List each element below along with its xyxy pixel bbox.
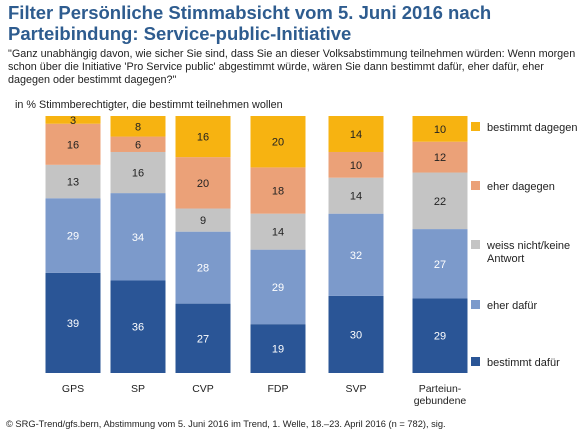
data-label-eher-dafuer: 27 <box>434 259 446 271</box>
bar-segment-bestimmt-dagegen <box>175 116 231 158</box>
stacked-bar-chart: 39 29 13 16 3 GPS 36 34 16 6 8 SP 27 28 9 20 16 CVP 19 29 14… <box>45 115 578 407</box>
bar-segment-weiss-nicht <box>175 208 231 232</box>
data-label-bestimmt-dafuer: 36 <box>132 322 144 334</box>
bar-segment-eher-dagegen <box>328 151 384 178</box>
legend-swatch-eher-dagegen <box>471 181 480 190</box>
legend-label-bestimmt-dafuer: bestimmt dafür <box>487 357 560 369</box>
category-label: Parteiun- <box>419 383 462 395</box>
legend-swatch-bestimmt-dagegen <box>471 122 480 131</box>
legend-swatch-bestimmt-dafuer <box>471 357 480 366</box>
data-label-eher-dagegen: 20 <box>197 178 209 190</box>
data-label-eher-dafuer: 28 <box>197 263 209 275</box>
bar-segment-weiss-nicht <box>250 213 306 250</box>
bar-segment-eher-dagegen <box>175 157 231 209</box>
legend-label-eher-dafuer: eher dafür <box>487 300 537 312</box>
data-label-bestimmt-dagegen: 14 <box>350 129 362 141</box>
data-label-eher-dafuer: 29 <box>67 231 79 243</box>
data-label-weiss-nicht: 14 <box>272 227 284 239</box>
chart-title: Filter Persönliche Stimmabsicht vom 5. J… <box>8 2 492 44</box>
bar-segment-bestimmt-dafuer <box>250 324 306 373</box>
legend-label-weiss-nicht: weiss nicht/keine <box>486 240 570 252</box>
data-label-bestimmt-dafuer: 19 <box>272 344 284 356</box>
legend-label-weiss-nicht: Antwort <box>487 253 524 265</box>
bar-segment-bestimmt-dagegen <box>412 116 468 142</box>
data-label-weiss-nicht: 13 <box>67 177 79 189</box>
data-label-bestimmt-dagegen: 8 <box>135 121 141 133</box>
data-label-eher-dagegen: 10 <box>350 160 362 172</box>
data-label-bestimmt-dafuer: 29 <box>434 331 446 343</box>
bar-segment-weiss-nicht <box>110 151 166 194</box>
bar-segment-eher-dagegen <box>412 141 468 173</box>
bar-segment-eher-dafuer <box>110 193 166 281</box>
bar-segment-eher-dagegen <box>110 136 166 152</box>
bar-segment-bestimmt-dafuer <box>175 303 231 373</box>
data-label-weiss-nicht: 14 <box>350 191 362 203</box>
data-label-bestimmt-dagegen: 10 <box>434 124 446 136</box>
data-label-bestimmt-dafuer: 39 <box>67 318 79 330</box>
data-label-eher-dagegen: 16 <box>67 139 79 151</box>
legend-swatch-weiss-nicht <box>471 240 480 249</box>
category-label: SVP <box>345 383 366 395</box>
category-label: GPS <box>62 383 84 395</box>
data-label-eher-dafuer: 34 <box>132 232 144 244</box>
bar-segment-bestimmt-dagegen <box>328 116 384 152</box>
category-label: SP <box>131 383 145 395</box>
bar-segment-weiss-nicht <box>45 164 101 199</box>
data-label-bestimmt-dagegen: 3 <box>70 115 76 127</box>
category-label: CVP <box>192 383 214 395</box>
bar-segment-bestimmt-dagegen <box>45 116 101 124</box>
bar-segment-eher-dafuer <box>175 231 231 304</box>
data-label-eher-dagegen: 6 <box>135 139 141 151</box>
legend-label-bestimmt-dagegen: bestimmt dagegen <box>487 122 578 134</box>
bar-segment-eher-dagegen <box>45 123 101 165</box>
data-label-eher-dagegen: 12 <box>434 152 446 164</box>
data-label-bestimmt-dafuer: 30 <box>350 329 362 341</box>
bar-segment-weiss-nicht <box>328 177 384 214</box>
data-label-weiss-nicht: 16 <box>132 168 144 180</box>
bar-segment-bestimmt-dagegen <box>250 116 306 168</box>
data-label-eher-dagegen: 18 <box>272 186 284 198</box>
data-label-eher-dafuer: 29 <box>272 282 284 294</box>
data-label-bestimmt-dagegen: 20 <box>272 137 284 149</box>
bar-segment-bestimmt-dafuer <box>328 295 384 373</box>
data-label-eher-dafuer: 32 <box>350 250 362 262</box>
data-label-bestimmt-dagegen: 16 <box>197 132 209 144</box>
data-label-weiss-nicht: 9 <box>200 215 206 227</box>
category-label: FDP <box>268 383 289 395</box>
data-label-bestimmt-dafuer: 27 <box>197 333 209 345</box>
bar-segment-weiss-nicht <box>412 172 468 230</box>
legend-swatch-eher-dafuer <box>471 300 480 309</box>
bar-segment-bestimmt-dafuer <box>110 280 166 373</box>
bar-segment-bestimmt-dafuer <box>45 272 101 373</box>
legend-label-eher-dagegen: eher dagegen <box>487 181 555 193</box>
source-footer: © SRG-Trend/gfs.bern, Abstimmung vom 5. … <box>6 419 446 429</box>
bar-segment-eher-dafuer <box>45 198 101 273</box>
survey-question: "Ganz unabhängig davon, wie sicher Sie s… <box>8 48 576 86</box>
bar-segment-eher-dafuer <box>412 229 468 299</box>
data-label-weiss-nicht: 22 <box>434 196 446 208</box>
bar-segment-eher-dagegen <box>250 167 306 214</box>
bar-segment-eher-dafuer <box>250 249 306 325</box>
unit-label: in % Stimmberechtigter, die bestimmt tei… <box>15 99 283 111</box>
category-label: gebundene <box>414 395 467 407</box>
bar-segment-eher-dafuer <box>328 213 384 296</box>
bar-segment-bestimmt-dagegen <box>110 116 166 137</box>
bar-segment-bestimmt-dafuer <box>412 298 468 373</box>
